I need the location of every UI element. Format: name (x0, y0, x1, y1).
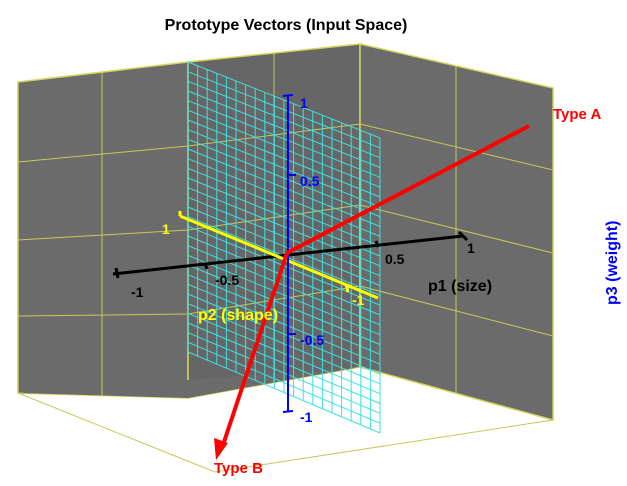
p1-axis-label: p1 (size) (428, 278, 492, 295)
plane-grid-row (187, 206, 381, 286)
plane-grid-row (187, 167, 381, 247)
plane-grid-row (187, 303, 381, 385)
plane-grid-row (187, 100, 381, 178)
p3-axis-label: p3 (weight) (604, 221, 621, 305)
p2-tick-label-1: 1 (162, 221, 170, 237)
series-label-type-b: Type B (214, 460, 263, 477)
p3-tick-1 (282, 94, 294, 97)
p1-tick-05 (374, 240, 380, 248)
p1-axis-start-tick (114, 267, 120, 279)
plane-grid-row (187, 90, 381, 168)
plane-grid-row (187, 274, 381, 355)
p2-axis-label: p2 (shape) (198, 307, 278, 324)
plane-grid-row (187, 158, 381, 237)
p1-tick-label-1: 1 (467, 240, 475, 256)
p3-tick-m1 (282, 410, 294, 413)
p1-tick-label-m1: -1 (131, 284, 144, 300)
p2-tick-label-m1: -1 (352, 292, 365, 308)
plane-grid-row (187, 177, 381, 257)
plane-grid-row (187, 71, 381, 149)
plane-grid-row (187, 332, 381, 414)
plane-grid-row (187, 61, 381, 139)
p3-tick-label-m05: -0.5 (300, 332, 324, 348)
plane-grid-row (187, 264, 381, 345)
p1-tick-label-05: 0.5 (385, 251, 405, 267)
plane-grid-row (187, 129, 381, 208)
plane-grid-row (187, 109, 381, 188)
p3-tick-label-m1: -1 (300, 409, 313, 425)
p1-tick-m05 (203, 262, 209, 270)
vector-type-b-arrowhead (214, 438, 228, 460)
plane-grid-row (187, 254, 381, 336)
p3-tick-label-1: 1 (300, 95, 308, 111)
vector-type-b (220, 252, 289, 449)
plane-grid-row (187, 293, 381, 375)
p2-axis-end-tick (344, 283, 350, 293)
p1-tick-label-m05: -0.5 (215, 272, 239, 288)
plane-grid-row (187, 351, 381, 434)
plane-grid-row (187, 187, 381, 267)
p1-axis-end-tick (457, 230, 469, 242)
floor-pane (18, 367, 553, 420)
vectors (214, 124, 530, 460)
plane-grid-row (187, 341, 381, 424)
plane-grid-row (187, 322, 381, 404)
chart-title: Prototype Vectors (Input Space) (165, 17, 408, 34)
plane-grid-row (187, 312, 381, 395)
plane-grid-row (187, 283, 381, 365)
vector-type-a-dashed (286, 227, 334, 255)
p3-tick-label-05: 0.5 (300, 173, 320, 189)
plane-grid-row (187, 80, 381, 159)
plane-grid-row (187, 138, 381, 218)
series-label-type-a: Type A (553, 106, 602, 123)
plane-grid-row (187, 245, 381, 326)
p1-zero-plane (187, 61, 381, 434)
plane-grid-row (187, 235, 381, 316)
plane-grid-row (187, 119, 381, 198)
plane-grid-row (187, 148, 381, 227)
plane-grid-row (187, 196, 381, 277)
